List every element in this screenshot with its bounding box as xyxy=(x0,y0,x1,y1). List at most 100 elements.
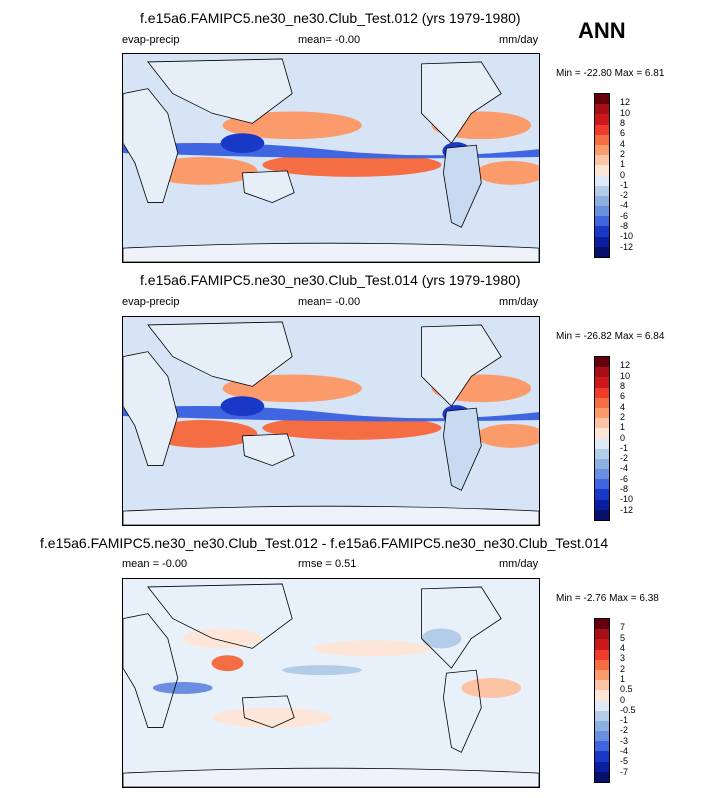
colorbar-tick-label: 2 xyxy=(620,663,626,674)
colorbar-swatch xyxy=(595,104,609,115)
colorbar-tick-label: -2 xyxy=(620,190,629,201)
colorbar-tick-label: -4 xyxy=(620,463,629,474)
panel1-title: f.e15a6.FAMIPC5.ne30_ne30.Club_Test.012 … xyxy=(140,10,521,26)
colorbar-swatch xyxy=(595,489,609,500)
colorbar-swatch xyxy=(595,669,609,681)
colorbar-swatch xyxy=(595,134,609,145)
panel3-map xyxy=(122,578,540,788)
colorbar-swatch xyxy=(595,761,609,772)
colorbar-swatch xyxy=(595,144,609,156)
colorbar-tick-label: -12 xyxy=(620,504,634,515)
south-america-outline xyxy=(443,144,482,228)
colorbar-swatch xyxy=(595,731,609,742)
colorbar-tick-label: -0.5 xyxy=(620,704,636,715)
panel2-map xyxy=(122,316,540,526)
north-america-outline xyxy=(421,324,502,407)
colorbar-swatch xyxy=(595,710,609,721)
colorbar-tick-label: 2 xyxy=(620,411,626,422)
colorbar-swatch xyxy=(595,407,609,419)
eurasia-outline xyxy=(147,58,293,124)
north-america-outline xyxy=(421,61,502,144)
colorbar-swatch xyxy=(595,499,609,510)
panel1-minmax: Min = -22.80 Max = 6.81 xyxy=(556,68,665,79)
australia-outline xyxy=(241,695,295,728)
colorbar-tick-label: -1 xyxy=(620,442,629,453)
colorbar-swatch xyxy=(595,367,609,378)
colorbar-tick-label: -1 xyxy=(620,715,629,726)
south-america-outline xyxy=(443,669,482,753)
colorbar-tick-label: 6 xyxy=(620,128,626,139)
colorbar-tick-label: -10 xyxy=(620,231,634,242)
indian-ocean-positive-band xyxy=(147,157,258,185)
colorbar-swatch xyxy=(595,469,609,480)
panel1-colorbar xyxy=(594,93,610,258)
colorbar-tick-label: -6 xyxy=(620,473,629,484)
colorbar-swatch xyxy=(595,659,609,670)
colorbar-tick-label: 10 xyxy=(620,107,631,118)
panel2-colorbar xyxy=(594,356,610,521)
maritime-continent-negative xyxy=(220,396,265,417)
diff-positive-patch xyxy=(312,640,432,657)
maritime-continent-negative xyxy=(220,133,265,154)
colorbar-swatch xyxy=(595,397,609,408)
colorbar-swatch xyxy=(595,357,609,368)
panel2-mean-label: mean= -0.00 xyxy=(298,296,361,308)
colorbar-swatch xyxy=(595,185,609,196)
indian-ocean-negative xyxy=(152,682,213,694)
panel2-map-svg xyxy=(123,317,539,525)
colorbar-swatch xyxy=(595,771,609,782)
colorbar-swatch xyxy=(595,226,609,237)
colorbar-tick-label: 5 xyxy=(620,632,626,643)
colorbar-tick-label: 8 xyxy=(620,117,626,128)
panel1-map xyxy=(122,53,540,263)
antarctica-outline xyxy=(123,242,539,262)
colorbar-swatch xyxy=(595,387,609,398)
colorbar-tick-label: -8 xyxy=(620,484,629,495)
panel3-minmax: Min = -2.76 Max = 6.38 xyxy=(556,593,659,604)
colorbar-tick-label: -2 xyxy=(620,453,629,464)
colorbar-swatch xyxy=(595,124,609,135)
colorbar-swatch xyxy=(595,619,609,630)
colorbar-tick-label: 0 xyxy=(620,169,626,180)
colorbar-swatch xyxy=(595,690,609,701)
colorbar-tick-label: 0 xyxy=(620,694,626,705)
colorbar-swatch xyxy=(595,509,609,520)
australia-outline xyxy=(241,170,295,203)
panel3-mean-label: mean = -0.00 xyxy=(122,558,188,570)
africa-outline xyxy=(123,613,179,728)
colorbar-swatch xyxy=(595,216,609,227)
colorbar-tick-label: -1 xyxy=(620,179,629,190)
colorbar-tick-label: 0.5 xyxy=(620,684,633,695)
panel1-mean-label: mean= -0.00 xyxy=(298,34,361,46)
colorbar-tick-label: 3 xyxy=(620,653,626,664)
colorbar-swatch xyxy=(595,155,609,166)
colorbar-tick-label: 1 xyxy=(620,159,626,170)
colorbar-tick-label: -5 xyxy=(620,756,629,767)
colorbar-swatch xyxy=(595,629,609,640)
season-label: ANN xyxy=(578,18,626,43)
australia-outline xyxy=(241,433,295,466)
sh-atlantic-positive-band xyxy=(476,423,539,448)
diff-positive-patch xyxy=(461,678,522,698)
colorbar-swatch xyxy=(595,438,609,449)
africa-outline xyxy=(123,88,179,203)
colorbar-tick-label: 12 xyxy=(620,360,631,371)
colorbar-swatch xyxy=(595,428,609,439)
north-america-outline xyxy=(421,586,502,669)
antarctica-outline xyxy=(123,505,539,525)
colorbar-tick-label: -4 xyxy=(620,746,629,757)
colorbar-tick-label: 1 xyxy=(620,422,626,433)
colorbar-tick-label: 1 xyxy=(620,673,626,684)
colorbar-tick-label: -12 xyxy=(620,241,634,252)
sh-pacific-positive-band xyxy=(262,153,442,177)
colorbar-swatch xyxy=(595,236,609,247)
south-america-outline xyxy=(443,407,482,491)
colorbar-tick-label: -3 xyxy=(620,735,629,746)
colorbar-tick-label: 4 xyxy=(620,642,626,653)
colorbar-swatch xyxy=(595,195,609,207)
eurasia-outline xyxy=(147,321,293,387)
panel2-variable-label: evap-precip xyxy=(122,296,180,308)
colorbar-swatch xyxy=(595,165,609,176)
eurasia-outline xyxy=(147,583,293,649)
colorbar-swatch xyxy=(595,114,609,125)
